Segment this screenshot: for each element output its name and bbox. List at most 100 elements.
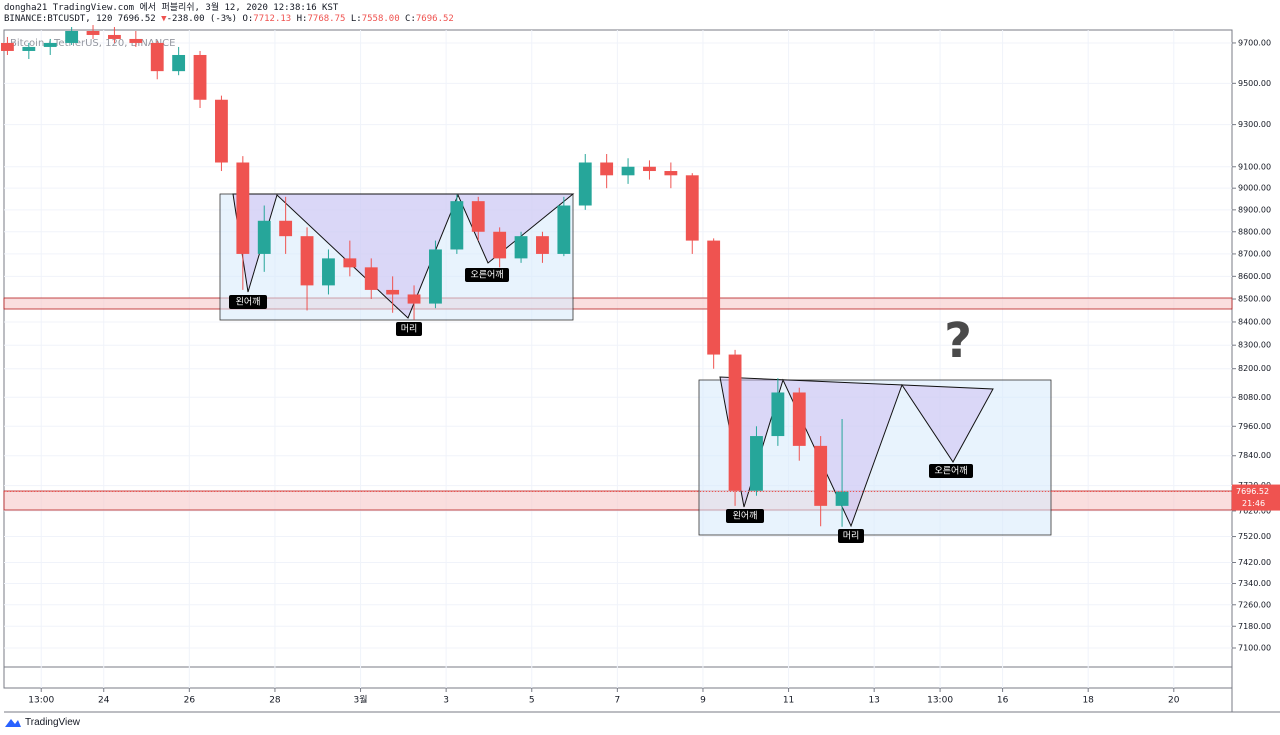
x-tick-label: 7 (614, 696, 620, 706)
candle-body (814, 445, 828, 506)
open: 7712.13 (253, 14, 292, 24)
footer: TradingView (4, 716, 80, 728)
y-tick-label: 8400.00 (1238, 317, 1271, 326)
candle-body (771, 392, 785, 437)
question-mark: ? (944, 313, 972, 369)
candle-body (279, 220, 293, 237)
o-label: O: (242, 14, 254, 24)
candle-body (364, 267, 378, 290)
y-tick-label: 7340.00 (1238, 579, 1271, 588)
pattern-box (219, 193, 574, 321)
candle-body (835, 491, 849, 506)
candle-body (450, 201, 464, 250)
low: 7558.00 (361, 14, 400, 24)
annotation: 왼어깨 (726, 509, 764, 523)
annotation-text: 왼어깨 (733, 510, 758, 522)
y-tick-label: 8080.00 (1238, 393, 1271, 402)
candle-body (600, 162, 614, 176)
x-tick-label: 5 (529, 696, 535, 706)
brand[interactable]: TradingView (25, 716, 81, 728)
y-tick-label: 7420.00 (1238, 558, 1271, 567)
annotation: 머리 (396, 322, 422, 336)
last-price-label: 7696.52 (1236, 487, 1269, 496)
y-tick-label: 8900.00 (1238, 205, 1271, 214)
candle-body (514, 236, 528, 259)
y-tick-label: 9700.00 (1238, 38, 1271, 47)
symbol-line: BINANCE:BTCUSDT, 120 7696.52 ▼-238.00 (-… (4, 14, 454, 25)
axes: 9700.00 9500.00 9300.00 9100.00 9000.00 8900.… (4, 38, 1280, 706)
y-tick-label: 9100.00 (1238, 162, 1271, 171)
y-tick-label: 7620.00 (1238, 506, 1271, 515)
publish-line: dongha21 TradingView.com 에서 퍼블리쉬, 3월 12,… (4, 3, 339, 13)
candle-body (493, 231, 507, 259)
candle-body (407, 294, 421, 304)
candle-body (621, 166, 635, 176)
candle-body (429, 249, 442, 304)
x-tick-label: 24 (98, 696, 110, 706)
candle-body (22, 46, 36, 51)
x-tick-label: 16 (997, 696, 1009, 706)
candle-body (343, 258, 357, 268)
candle-body (536, 236, 549, 254)
annotation: 오른어깨 (465, 268, 509, 282)
watermark: Bitcoin / TetherUS, 120, BINANCE (10, 38, 175, 49)
grid (4, 30, 1232, 688)
l-label: L: (350, 14, 362, 24)
candle-body (386, 289, 400, 295)
annotation-text: 오른어깨 (934, 465, 967, 477)
candle-body (108, 34, 121, 39)
annotation-text: 머리 (401, 324, 418, 335)
candle-body (322, 258, 335, 286)
candle-body (792, 392, 806, 446)
candles (1, 25, 849, 527)
symbol: BINANCE:BTCUSDT, 120 7696.52 (4, 14, 156, 24)
candle-body (643, 166, 656, 172)
y-tick-label: 8600.00 (1238, 272, 1271, 281)
candle-body (86, 30, 100, 35)
x-tick-label: 20 (1168, 696, 1180, 706)
candle-body (129, 38, 143, 43)
x-tick-label: 9 (700, 696, 706, 706)
c-label: C: (405, 14, 416, 24)
y-tick-label: 9300.00 (1238, 120, 1271, 129)
candle-body (236, 162, 250, 254)
y-tick-label: 8700.00 (1238, 249, 1271, 258)
x-tick-label: 3월 (354, 694, 368, 706)
y-tick-label: 9000.00 (1238, 184, 1271, 193)
x-tick-label: 18 (1082, 696, 1094, 706)
candle-body (728, 354, 742, 491)
y-tick-label: 7100.00 (1238, 643, 1271, 652)
y-tick-label: 9500.00 (1238, 79, 1271, 88)
candle-body (65, 30, 79, 43)
annotation: 머리 (838, 529, 864, 543)
resistance-zone (3, 297, 1233, 310)
header: dongha21 TradingView.com 에서 퍼블리쉬, 3월 12,… (4, 3, 454, 25)
y-tick-label: 7520.00 (1238, 532, 1271, 541)
plot-border (3, 29, 1233, 689)
change-arrow: ▼ (161, 14, 167, 24)
x-tick-label: 13 (868, 696, 879, 706)
x-tick-label: 28 (269, 696, 281, 706)
high: 7768.75 (307, 14, 346, 24)
candle-body (707, 240, 721, 355)
logo (5, 719, 21, 727)
x-tick-label: 13:00 (927, 696, 953, 706)
candle-body (557, 205, 571, 254)
annotation: 왼어깨 (229, 295, 267, 309)
candle-body (43, 42, 57, 47)
x-tick-label: 3 (443, 696, 449, 706)
last-price-box (1232, 484, 1280, 511)
candle-body (750, 436, 763, 491)
candle-body (193, 54, 207, 100)
candle-body (471, 201, 485, 232)
candle-body (257, 220, 271, 254)
h-label: H: (296, 14, 308, 24)
change: -238.00 (-3%) (166, 14, 238, 24)
x-tick-label: 11 (783, 696, 794, 706)
y-tick-label: 8800.00 (1238, 227, 1271, 236)
candle-body (150, 42, 164, 72)
annotation: 오른어깨 (929, 464, 973, 478)
countdown: 21:46 (1242, 499, 1265, 508)
y-tick-label: 7960.00 (1238, 422, 1271, 431)
